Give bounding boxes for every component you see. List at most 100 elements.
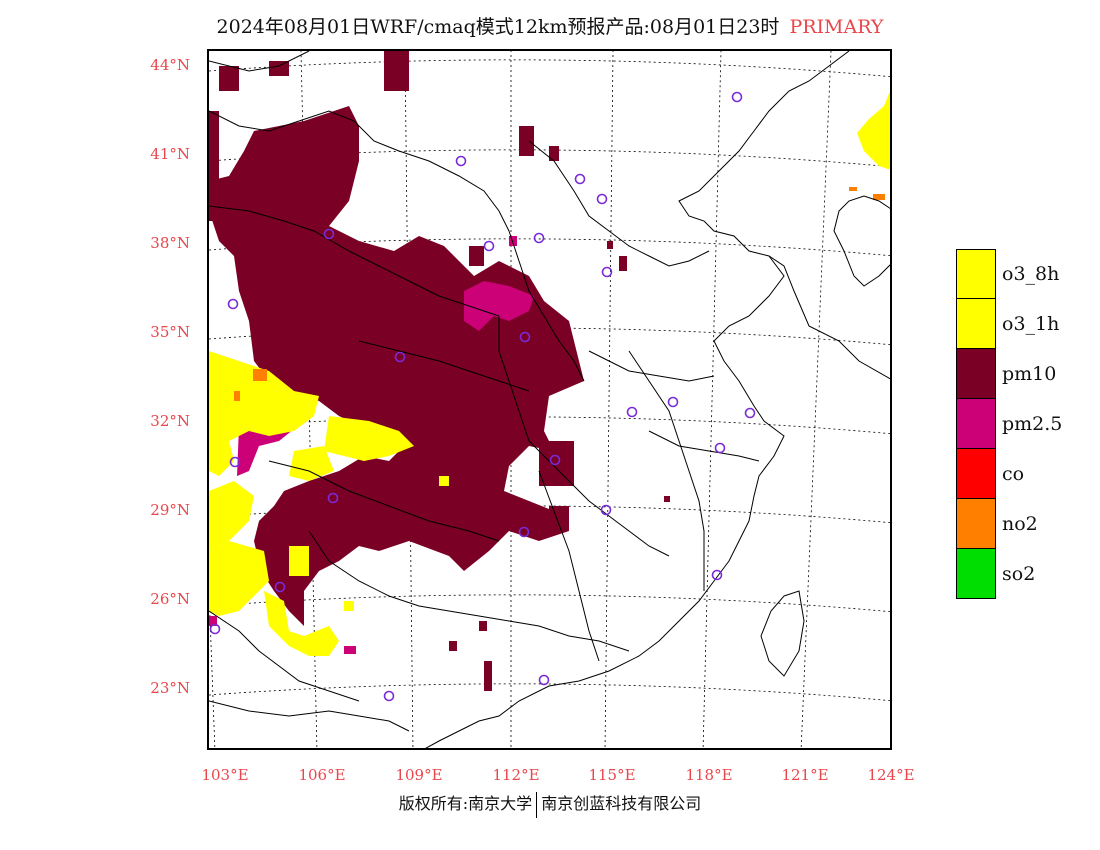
legend-swatch bbox=[956, 299, 996, 349]
legend-item-co: co bbox=[956, 449, 1076, 499]
station-marker bbox=[323, 228, 335, 240]
inner-border-4 bbox=[508, 230, 585, 382]
inner-border-7 bbox=[268, 460, 500, 542]
legend-item-pm10: pm10 bbox=[956, 349, 1076, 399]
inner-border-1 bbox=[209, 110, 510, 232]
legend-label: pm2.5 bbox=[1002, 413, 1063, 435]
lon-label-121: 121°E bbox=[781, 766, 829, 784]
lat-label-23: 23°N bbox=[150, 679, 190, 697]
korea-border bbox=[833, 195, 890, 287]
lat-label-41: 41°N bbox=[150, 145, 190, 163]
lat-label-29: 29°N bbox=[150, 501, 190, 519]
station-marker bbox=[518, 526, 530, 538]
station-marker bbox=[227, 298, 239, 310]
inner-border-12 bbox=[648, 430, 760, 462]
legend-label: so2 bbox=[1002, 563, 1036, 585]
lon-label-109: 109°E bbox=[395, 766, 443, 784]
inner-border-8 bbox=[308, 530, 630, 652]
station-marker bbox=[383, 690, 395, 702]
legend-swatch bbox=[956, 549, 996, 599]
east-coast bbox=[425, 255, 785, 748]
lon-label-118: 118°E bbox=[685, 766, 733, 784]
inner-border-14 bbox=[209, 610, 360, 702]
lon-label-115: 115°E bbox=[588, 766, 636, 784]
inner-border-13 bbox=[209, 700, 410, 732]
pm25-region bbox=[209, 236, 534, 654]
title-text: 2024年08月01日WRF/cmaq模式12km预报产品:08月01日23时 bbox=[216, 16, 780, 38]
station-marker bbox=[394, 351, 406, 363]
copyright-left: 版权所有:南京大学 bbox=[398, 794, 533, 813]
inner-border-11 bbox=[588, 350, 715, 382]
lon-label-112: 112°E bbox=[492, 766, 540, 784]
meridian-124 bbox=[891, 51, 892, 750]
legend-swatch bbox=[956, 349, 996, 399]
station-marker bbox=[714, 442, 726, 454]
inner-border-5 bbox=[498, 316, 670, 557]
inner-border-9 bbox=[538, 470, 600, 662]
station-marker bbox=[549, 454, 561, 466]
station-marker bbox=[455, 155, 467, 167]
lat-label-38: 38°N bbox=[150, 234, 190, 252]
parallel-32 bbox=[209, 416, 890, 435]
legend-label: o3_8h bbox=[1002, 263, 1060, 285]
legend-swatch bbox=[956, 499, 996, 549]
legend-item-no2: no2 bbox=[956, 499, 1076, 549]
copyright-right: 南京创蓝科技有限公司 bbox=[541, 794, 702, 813]
station-marker bbox=[519, 331, 531, 343]
pollutant-legend: o3_8h o3_1h pm10 pm2.5 co no2 so2 bbox=[956, 249, 1076, 599]
lon-label-124: 124°E bbox=[867, 766, 915, 784]
station-marker bbox=[229, 456, 241, 468]
lat-label-35: 35°N bbox=[150, 323, 190, 341]
meridian-118 bbox=[702, 51, 722, 748]
station-marker bbox=[600, 504, 612, 516]
station-marker bbox=[626, 406, 638, 418]
map-title: 2024年08月01日WRF/cmaq模式12km预报产品:08月01日23时 P… bbox=[0, 12, 1100, 39]
station-marker bbox=[483, 240, 495, 252]
legend-label: o3_1h bbox=[1002, 313, 1060, 335]
legend-item-pm25: pm2.5 bbox=[956, 399, 1076, 449]
station-marker bbox=[538, 674, 550, 686]
legend-swatch bbox=[956, 399, 996, 449]
legend-swatch bbox=[956, 249, 996, 299]
legend-item-so2: so2 bbox=[956, 549, 1076, 599]
station-marker bbox=[209, 623, 221, 635]
copyright-footer: 版权所有:南京大学 南京创蓝科技有限公司 bbox=[0, 790, 1100, 818]
meridian-121 bbox=[800, 51, 832, 748]
taiwan bbox=[760, 590, 805, 677]
station-marker bbox=[574, 173, 586, 185]
primary-tag: PRIMARY bbox=[789, 16, 884, 38]
lat-label-44: 44°N bbox=[150, 56, 190, 74]
parallel-23 bbox=[209, 683, 890, 702]
station-marker bbox=[596, 193, 608, 205]
station-marker bbox=[667, 396, 679, 408]
legend-label: pm10 bbox=[1002, 363, 1057, 385]
inner-border-2 bbox=[209, 205, 500, 317]
stations bbox=[209, 91, 756, 702]
inner-border-10 bbox=[628, 350, 705, 591]
pm10-region bbox=[209, 51, 670, 691]
parallel-26 bbox=[209, 594, 890, 613]
o3-region bbox=[209, 91, 890, 656]
meridian-115 bbox=[604, 51, 614, 748]
footer-separator bbox=[536, 791, 538, 818]
parallel-44 bbox=[209, 59, 890, 78]
lat-label-26: 26°N bbox=[150, 590, 190, 608]
legend-label: co bbox=[1002, 463, 1025, 485]
inner-border-3 bbox=[528, 140, 710, 267]
lat-label-32: 32°N bbox=[150, 412, 190, 430]
station-marker bbox=[327, 492, 339, 504]
boundaries bbox=[209, 51, 890, 748]
map-canvas bbox=[207, 49, 892, 750]
station-marker bbox=[274, 581, 286, 593]
inner-border-6 bbox=[358, 340, 530, 392]
legend-item-o3-8h: o3_8h bbox=[956, 249, 1076, 299]
station-marker bbox=[601, 266, 613, 278]
legend-item-o3-1h: o3_1h bbox=[956, 299, 1076, 349]
lon-label-103: 103°E bbox=[201, 766, 249, 784]
meridian-103 bbox=[209, 579, 216, 748]
lon-label-106: 106°E bbox=[298, 766, 346, 784]
station-marker bbox=[744, 407, 756, 419]
station-marker bbox=[711, 569, 723, 581]
no2-region bbox=[234, 187, 885, 401]
mongolia-border bbox=[209, 51, 310, 72]
